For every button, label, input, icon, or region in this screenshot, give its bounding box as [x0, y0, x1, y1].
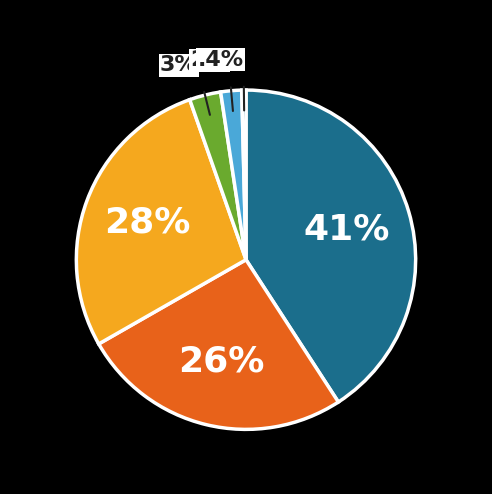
Text: .4%: .4%	[197, 49, 244, 70]
Wedge shape	[76, 100, 246, 344]
Wedge shape	[242, 90, 246, 260]
Wedge shape	[246, 90, 416, 402]
Text: 41%: 41%	[304, 213, 390, 247]
Text: 28%: 28%	[104, 206, 190, 240]
Wedge shape	[99, 260, 338, 429]
Wedge shape	[190, 92, 246, 260]
Wedge shape	[220, 90, 246, 260]
Text: 3%: 3%	[160, 55, 198, 76]
Text: 2%: 2%	[191, 50, 228, 70]
Text: 26%: 26%	[178, 345, 264, 379]
